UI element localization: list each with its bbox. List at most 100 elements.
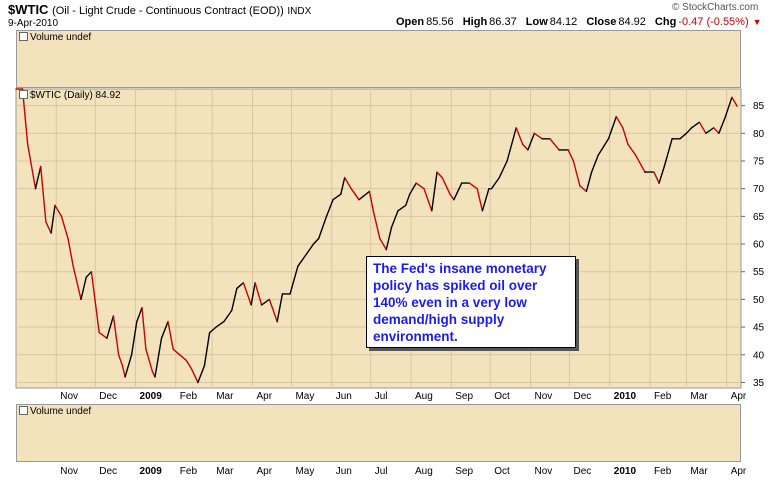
price-segment: [449, 193, 455, 201]
price-segment: [260, 298, 271, 306]
price-segment: [679, 132, 688, 140]
top-volume-label: Volume undef: [19, 32, 91, 43]
price-segment: [141, 306, 147, 350]
x-axis-bottom: Nov Dec 2009 Feb Mar Apr May Jun Jul Aug Sep Oct Nov…: [0, 466, 780, 480]
price-segment: [441, 176, 451, 195]
annotation-box: The Fed's insane monetary policy has spi…: [366, 256, 576, 348]
x-tick-label: 2009: [139, 466, 162, 477]
price-segment: [436, 171, 443, 179]
y-tick-label: 45: [753, 323, 765, 334]
open-label: Open: [396, 16, 425, 28]
x-tick-label: Feb: [179, 391, 198, 402]
chevron-down-icon[interactable]: ▼: [752, 17, 762, 27]
x-tick-label: Jul: [374, 391, 388, 402]
price-segment: [117, 354, 124, 367]
panel-toggle-icon[interactable]: [19, 406, 28, 415]
price-segment: [431, 171, 438, 212]
price-segment: [415, 182, 425, 190]
x-tick-label: May: [295, 391, 315, 402]
y-tick-label: 75: [753, 156, 765, 167]
price-segment: [385, 226, 393, 251]
price-segment: [230, 287, 238, 312]
price-segment: [268, 298, 278, 323]
x-tick-label: Oct: [494, 466, 510, 477]
price-segment: [522, 143, 529, 151]
price-segment: [405, 193, 411, 207]
price-segment: [223, 309, 233, 323]
x-tick-label: 2010: [613, 466, 637, 477]
x-tick-label: Dec: [573, 391, 592, 402]
y-tick-label: 65: [753, 212, 765, 223]
price-segment: [250, 282, 256, 306]
y-tick-label: 70: [753, 184, 765, 195]
chart-title: $WTIC (Oil - Light Crude - Continuous Co…: [8, 2, 311, 17]
price-segment: [379, 237, 387, 251]
price-segment: [27, 143, 37, 190]
x-tick-label: Feb: [179, 466, 198, 477]
x-tick-label: 2010: [613, 391, 637, 402]
y-axis: 35 40 45 50 55 60 65 70 75 80 85: [741, 101, 765, 389]
chg-value: -0.47 (-0.55%): [678, 16, 749, 28]
open-value: 85.56: [426, 16, 454, 28]
price-segment: [724, 96, 733, 118]
y-tick-label: 40: [753, 350, 765, 361]
price-segment: [527, 132, 536, 151]
x-tick-label: Mar: [690, 466, 708, 477]
x-tick-label: Nov: [534, 466, 553, 477]
price-segment: [203, 331, 211, 367]
bottom-volume-label: Volume undef: [19, 406, 91, 417]
x-tick-label: Jun: [335, 466, 352, 477]
x-tick-label: Dec: [99, 466, 118, 477]
x-tick-label: Nov: [60, 391, 79, 402]
close-label: Close: [586, 16, 617, 28]
x-tick-label: Sep: [455, 466, 474, 477]
price-series: [15, 88, 738, 384]
quote-bar: Open 85.56 High 86.37 Low 84.12 Close 84.92 …: [396, 16, 764, 28]
price-segment: [72, 265, 82, 301]
x-tick-label: Feb: [654, 391, 672, 402]
price-segment: [167, 320, 174, 350]
panel-toggle-icon[interactable]: [19, 32, 28, 41]
price-segment: [481, 187, 490, 212]
price-segment: [409, 182, 417, 195]
price-segment: [490, 176, 500, 190]
price-segment: [705, 127, 715, 134]
price-segment: [622, 127, 629, 146]
x-tick-label: Mar: [216, 466, 234, 477]
x-tick-label: Jun: [335, 391, 352, 402]
symbol: $WTIC: [8, 2, 49, 17]
x-tick-label: Aug: [414, 466, 433, 477]
bottom-volume-panel: Volume undef: [16, 404, 741, 462]
price-segment: [731, 96, 738, 107]
high-value: 86.37: [489, 16, 517, 28]
price-segment: [423, 187, 433, 212]
price-segment: [607, 116, 617, 140]
price-segment: [579, 185, 588, 193]
x-tick-label: May: [295, 466, 315, 477]
price-segment: [476, 187, 484, 212]
x-tick-label: Apr: [730, 466, 747, 477]
x-tick-label: Apr: [730, 391, 747, 402]
price-segment: [372, 210, 381, 240]
price-segment: [54, 204, 63, 218]
credit[interactable]: © StockCharts.com: [672, 2, 759, 13]
close-value: 84.92: [618, 16, 646, 28]
price-segment: [498, 160, 508, 179]
x-tick-label: Aug: [414, 391, 433, 402]
price-segment: [276, 293, 284, 323]
price-segment: [98, 331, 108, 339]
panel-toggle-icon[interactable]: [19, 90, 28, 99]
price-segment: [397, 204, 407, 212]
price-segment: [635, 154, 646, 173]
price-segment: [506, 127, 517, 162]
price-segment: [130, 320, 138, 356]
price-segment: [124, 354, 133, 378]
chg-label: Chg: [654, 16, 677, 28]
high-label: High: [462, 16, 488, 28]
price-segment: [549, 138, 560, 151]
price-segment: [136, 306, 143, 323]
quote-date: 9-Apr-2010: [8, 18, 59, 29]
price-segment: [567, 149, 575, 162]
price-segment: [185, 359, 193, 370]
price-segment: [215, 320, 225, 328]
